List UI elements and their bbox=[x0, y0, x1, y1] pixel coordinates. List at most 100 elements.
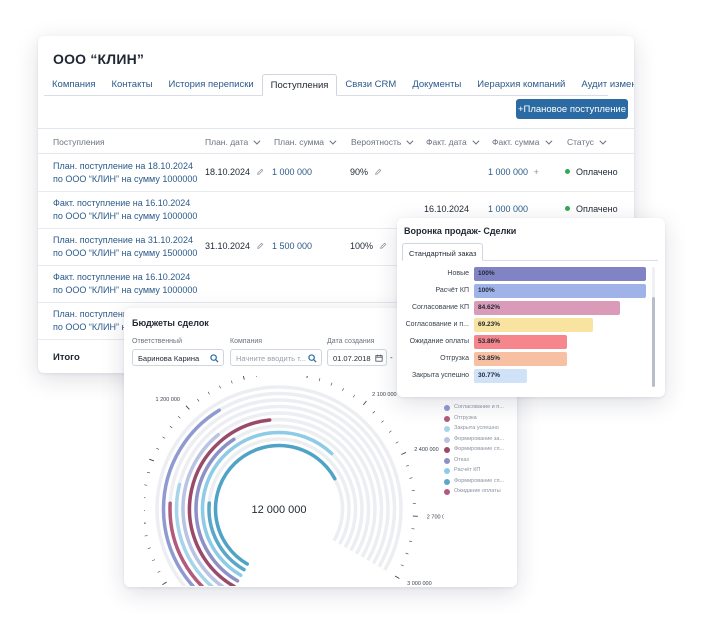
funnel-stage[interactable]: Новые 100% bbox=[397, 266, 665, 282]
chart-center-total: 12 000 000 bbox=[251, 504, 306, 516]
axis-tick-label: 2 700 000 bbox=[427, 515, 444, 521]
tab-3[interactable]: Поступления bbox=[261, 74, 338, 96]
scrollbar-thumb[interactable] bbox=[652, 297, 655, 387]
funnel-stage[interactable]: Согласование и п... 69.23% bbox=[397, 317, 665, 333]
column-header-probability[interactable]: Вероятность bbox=[351, 137, 414, 147]
tab-4[interactable]: Связи CRM bbox=[345, 79, 397, 90]
tab-5[interactable]: Документы bbox=[412, 79, 462, 90]
income-link[interactable]: Факт. поступление на 16.10.2024 по ООО “… bbox=[53, 272, 198, 295]
created-date-filter-input[interactable]: 01.07.2018 bbox=[327, 349, 387, 366]
column-header-plan-sum[interactable]: План. сумма bbox=[274, 137, 337, 147]
fact-sum-cell[interactable]: 1 000 000 bbox=[488, 204, 528, 214]
axis-tick bbox=[306, 376, 308, 379]
tab-0[interactable]: Компания bbox=[52, 79, 96, 90]
funnel-stage[interactable]: Согласование КП 84.62% bbox=[397, 300, 665, 316]
series-arc[interactable] bbox=[187, 418, 272, 586]
axis-tick bbox=[146, 471, 151, 474]
funnel-stage-bar[interactable]: 30.77% bbox=[474, 369, 527, 383]
funnel-stage-bar[interactable]: 100% bbox=[474, 267, 646, 281]
income-link[interactable]: План. поступление на 18.10.2024 по ООО “… bbox=[53, 161, 198, 184]
plan-date-value: 31.10.2024 bbox=[205, 241, 251, 251]
funnel-stage[interactable]: Ожидание оплаты 53.86% bbox=[397, 334, 665, 350]
fact-sum-cell[interactable]: 1 000 000 + bbox=[488, 167, 539, 177]
income-link[interactable]: Факт. поступление на 16.10.2024 по ООО “… bbox=[53, 198, 198, 221]
pencil-icon[interactable] bbox=[379, 242, 387, 250]
funnel-stage[interactable]: Закрыта успешно 30.77% bbox=[397, 368, 665, 384]
pencil-icon[interactable] bbox=[256, 242, 264, 250]
axis-tick bbox=[381, 420, 384, 423]
column-header-status[interactable]: Статус bbox=[567, 137, 607, 147]
tab-7[interactable]: Аудит изменений bbox=[581, 79, 634, 90]
legend-item[interactable]: Ожидание оплаты bbox=[442, 487, 517, 497]
funnel-tab-bar: Стандартный заказ bbox=[402, 243, 658, 261]
tab-standard-order[interactable]: Стандартный заказ bbox=[402, 243, 484, 261]
income-link[interactable]: План. поступление на 31.10.2024 по ООО “… bbox=[53, 235, 198, 258]
responsible-filter-input[interactable]: Баринова Карина bbox=[132, 349, 224, 366]
legend-item[interactable]: Расчёт КП bbox=[442, 466, 517, 476]
table-row[interactable]: Факт. поступление на 16.10.2024 по ООО “… bbox=[38, 192, 634, 229]
funnel-stage-value: 30.77% bbox=[478, 372, 501, 379]
column-header-fact-date[interactable]: Факт. дата bbox=[426, 137, 480, 147]
legend-item[interactable]: Формирование сп... bbox=[442, 477, 517, 487]
series-arc[interactable] bbox=[161, 408, 221, 586]
funnel-stage-label: Согласование и п... bbox=[405, 321, 469, 328]
date-range-separator: - bbox=[390, 353, 393, 362]
add-planned-income-button[interactable]: +Плановое поступление bbox=[516, 99, 628, 119]
funnel-stage[interactable]: Отгрузка 53.85% bbox=[397, 351, 665, 367]
funnel-stage-value: 84.62% bbox=[478, 304, 501, 311]
pencil-icon[interactable] bbox=[256, 168, 264, 176]
table-header: Поступления План. дата План. сумма Вероя… bbox=[38, 128, 634, 154]
axis-tick bbox=[352, 394, 356, 398]
table-row[interactable]: Факт. поступление на 16.10.2024 по ООО “… bbox=[38, 266, 634, 303]
column-header-fact-sum[interactable]: Факт. сумма bbox=[492, 137, 552, 147]
legend-item[interactable]: Формирование за... bbox=[442, 435, 517, 445]
series-arc[interactable] bbox=[207, 501, 246, 572]
funnel-stage-value: 100% bbox=[478, 287, 495, 294]
plan-sum-cell[interactable]: 1 000 000 bbox=[272, 167, 313, 177]
legend-item[interactable]: Закрыта успешно bbox=[442, 424, 517, 434]
column-header-plan-date[interactable]: План. дата bbox=[205, 137, 261, 147]
widget-title: Бюджеты сделок bbox=[132, 318, 209, 328]
funnel-stage-bar[interactable]: 53.85% bbox=[474, 352, 567, 366]
plan-sum-cell[interactable]: 1 500 000 bbox=[272, 241, 313, 251]
legend-item[interactable]: Отгрузка bbox=[442, 414, 517, 424]
legend-label: Формирование сп... bbox=[454, 446, 505, 452]
company-filter-input[interactable]: Начните вводить т... bbox=[230, 349, 322, 366]
funnel-stage-bar[interactable]: 84.62% bbox=[474, 301, 620, 315]
series-arc[interactable] bbox=[181, 432, 231, 586]
fact-sum-value[interactable]: 1 000 000 bbox=[488, 204, 529, 214]
funnel-stage-value: 53.85% bbox=[478, 355, 501, 362]
funnel-stage[interactable]: Расчёт КП 100% bbox=[397, 283, 665, 299]
column-header-income[interactable]: Поступления bbox=[53, 137, 105, 147]
series-arc[interactable] bbox=[194, 437, 240, 583]
search-icon bbox=[210, 354, 219, 363]
funnel-stage-bar[interactable]: 53.86% bbox=[474, 335, 567, 349]
legend-item[interactable]: Отказ bbox=[442, 456, 517, 466]
add-fact-sum-button[interactable]: + bbox=[533, 167, 539, 177]
legend-label: Формирование за... bbox=[454, 435, 505, 442]
tab-2[interactable]: История переписки bbox=[168, 79, 254, 90]
funnel-stage-label: Расчёт КП bbox=[435, 287, 469, 294]
fact-sum-value[interactable]: 1 000 000 bbox=[488, 167, 529, 177]
legend-swatch bbox=[444, 468, 450, 474]
series-arc[interactable] bbox=[213, 443, 337, 566]
axis-tick bbox=[144, 535, 148, 537]
funnel-stage-bar[interactable]: 69.23% bbox=[474, 318, 594, 332]
legend-item[interactable]: Формирование сп... bbox=[442, 445, 517, 455]
plan-date-cell: 31.10.2024 bbox=[205, 241, 264, 251]
table-row[interactable]: План. поступление на 31.10.2024 по ООО “… bbox=[38, 229, 634, 266]
pencil-icon[interactable] bbox=[374, 168, 382, 176]
tab-1[interactable]: Контакты bbox=[111, 79, 153, 90]
funnel-stage-label: Согласование КП bbox=[411, 304, 469, 311]
series-arc[interactable] bbox=[174, 482, 228, 586]
series-arc[interactable] bbox=[168, 501, 225, 586]
funnel-scrollbar[interactable] bbox=[652, 267, 655, 387]
series-arc[interactable] bbox=[200, 430, 334, 578]
widget-title: Воронка продаж- Сделки bbox=[404, 226, 517, 236]
column-header-label: Факт. дата bbox=[426, 137, 467, 147]
chevron-down-icon bbox=[472, 137, 480, 145]
table-row[interactable]: План. поступление на 18.10.2024 по ООО “… bbox=[38, 155, 634, 192]
legend-item[interactable]: Согласование и п... bbox=[442, 403, 517, 413]
tab-6[interactable]: Иерархия компаний bbox=[477, 79, 566, 90]
funnel-stage-bar[interactable]: 100% bbox=[474, 284, 646, 298]
